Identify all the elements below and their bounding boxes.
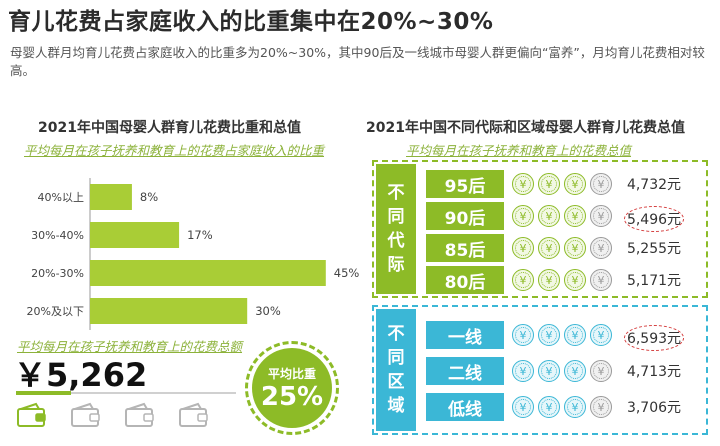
group-label-char: 不 [387,183,405,203]
left-panel-title: 2021年中国母婴人群育儿花费比重和总值 [38,120,301,136]
yuan-coin-icon: ¥ [538,396,560,418]
bar [90,260,326,286]
coin-row: ¥ ¥ ¥ ¥ [512,173,612,195]
bar [90,298,248,324]
wallet-icon [70,402,102,428]
spending-row: 二线 ¥ ¥ ¥ ¥ [426,357,612,385]
progress-fill [16,391,71,395]
spending-row: 一线 ¥ ¥ ¥ ¥ [426,321,612,349]
average-ratio-badge: 平均比重 25% [245,341,339,435]
wallet-icon [124,402,156,428]
yuan-coin-icon: ¥ [512,237,534,259]
progress-track [16,391,236,395]
yuan-coin-icon: ¥ [590,360,612,382]
yuan-coin-icon: ¥ [512,324,534,346]
bar-category-label: 30%-40% [31,229,84,242]
spending-row-label: 90后 [426,202,504,230]
total-amount: ￥5,262 [14,356,148,394]
spending-value: 5,171元 [626,273,682,289]
wallet-icon [178,402,210,428]
yuan-coin-icon: ¥ [538,269,560,291]
right-panel-title: 2021年中国不同代际和区域母婴人群育儿花费总值 [366,120,685,136]
spending-row-label: 95后 [426,170,504,198]
region-group-label: 不 同 区 域 [376,309,416,431]
page-description: 母婴人群月均育儿花费占家庭收入的比重多为20%~30%，其中90后及一线城市母婴… [10,45,705,78]
group-label-char: 域 [387,396,405,416]
yuan-coin-icon: ¥ [564,237,586,259]
yuan-coin-icon: ¥ [512,360,534,382]
spending-row: 85后 ¥ ¥ ¥ ¥ [426,234,612,262]
yuan-coin-icon: ¥ [538,173,560,195]
spending-row: 90后 ¥ ¥ ¥ ¥ [426,202,612,230]
total-subtitle: 平均每月在孩子抚养和教育上的花费总额 [17,339,243,354]
spending-value: 4,732元 [626,177,682,193]
yuan-coin-icon: ¥ [512,269,534,291]
average-ratio-label: 平均比重 [267,366,316,381]
group-label-char: 区 [387,372,405,392]
bar-value-label: 17% [187,228,213,242]
coin-row: ¥ ¥ ¥ ¥ [512,396,612,418]
coin-row: ¥ ¥ ¥ ¥ [512,205,612,227]
spending-row-label: 一线 [426,321,504,349]
spending-value: 3,706元 [626,400,682,416]
group-label-char: 同 [387,348,405,368]
spending-value-highlighted: 6,593元 [624,325,684,351]
ratio-bar-chart: 40%以上 8% 30%-40% 17% 20%-30% 45% 20%及以下 30% [27,178,360,330]
coin-row: ¥ ¥ ¥ ¥ [512,360,612,382]
yuan-coin-icon: ¥ [538,237,560,259]
spending-row-label: 80后 [426,266,504,294]
bar-value-label: 45% [334,266,360,280]
bar-value-label: 8% [140,190,158,204]
bar-value-label: 30% [255,304,281,318]
yuan-coin-icon: ¥ [564,396,586,418]
page-title: 育儿花费占家庭收入的比重集中在20%~30% [8,9,494,35]
yuan-coin-icon: ¥ [512,396,534,418]
bar-category-label: 40%以上 [38,191,84,204]
generation-group-label: 不 同 代 际 [376,164,416,294]
yuan-coin-icon: ¥ [590,324,612,346]
bar-category-label: 20%及以下 [27,305,84,318]
wallet-icon-row [16,402,210,428]
yuan-coin-icon: ¥ [564,324,586,346]
spending-row: 95后 ¥ ¥ ¥ ¥ [426,170,612,198]
bar-category-label: 20%-30% [31,267,84,280]
yuan-coin-icon: ¥ [538,360,560,382]
spending-value: 5,255元 [626,241,682,257]
spending-row: 80后 ¥ ¥ ¥ ¥ [426,266,612,294]
spending-value: 4,713元 [626,364,682,380]
yuan-coin-icon: ¥ [564,360,586,382]
region-group: 不 同 区 域 一线 ¥ ¥ ¥ ¥6,593元 二线 ¥ ¥ ¥ ¥4,713元 低线 ¥ ¥ ¥ ¥3,… [372,305,708,435]
right-panel-subtitle: 平均每月在孩子抚养和教育上的花费总值 [406,143,632,158]
group-label-char: 际 [387,255,405,275]
average-ratio-value: 25% [260,381,324,412]
coin-row: ¥ ¥ ¥ ¥ [512,324,612,346]
generation-group: 不 同 代 际 95后 ¥ ¥ ¥ ¥4,732元 90后 ¥ ¥ ¥ ¥5,496元 85后 ¥ ¥ ¥… [372,160,708,298]
group-label-char: 代 [387,231,405,251]
group-label-char: 同 [387,207,405,227]
spending-row-label: 二线 [426,357,504,385]
bar [90,222,180,248]
wallet-icon [16,402,48,428]
coin-row: ¥ ¥ ¥ ¥ [512,269,612,291]
spending-row-label: 低线 [426,393,504,421]
yuan-coin-icon: ¥ [590,269,612,291]
left-panel-subtitle: 平均每月在孩子抚养和教育上的花费占家庭收入的比重 [24,143,325,158]
yuan-coin-icon: ¥ [564,205,586,227]
spending-row: 低线 ¥ ¥ ¥ ¥ [426,393,612,421]
yuan-coin-icon: ¥ [564,173,586,195]
group-label-char: 不 [387,324,405,344]
spending-row-label: 85后 [426,234,504,262]
yuan-coin-icon: ¥ [538,205,560,227]
spending-value-highlighted: 5,496元 [624,206,684,232]
bar [90,184,132,210]
yuan-coin-icon: ¥ [538,324,560,346]
yuan-coin-icon: ¥ [590,396,612,418]
coin-row: ¥ ¥ ¥ ¥ [512,237,612,259]
yuan-coin-icon: ¥ [564,269,586,291]
yuan-coin-icon: ¥ [590,237,612,259]
yuan-coin-icon: ¥ [512,173,534,195]
yuan-coin-icon: ¥ [590,205,612,227]
yuan-coin-icon: ¥ [590,173,612,195]
yuan-coin-icon: ¥ [512,205,534,227]
